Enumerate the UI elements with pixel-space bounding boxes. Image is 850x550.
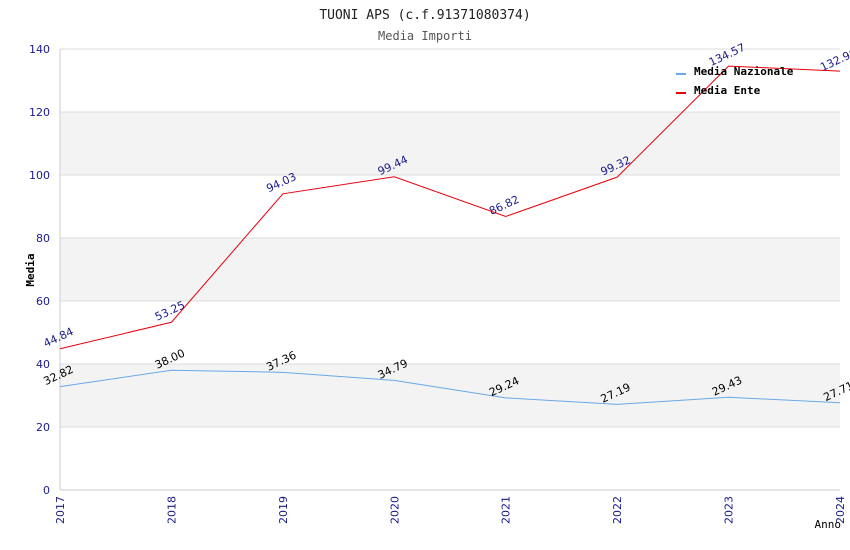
series-lines — [59, 65, 841, 405]
y-tick-label: 20 — [36, 421, 50, 434]
y-tick-label: 40 — [36, 358, 50, 371]
grid-band — [60, 364, 840, 427]
x-tick-label: 2019 — [277, 496, 290, 524]
x-tick-label: 2021 — [500, 496, 513, 524]
axes — [59, 49, 840, 491]
x-tick-label: 2020 — [388, 496, 401, 524]
grid-band — [60, 112, 840, 175]
x-tick-label: 2022 — [611, 496, 624, 524]
legend: Media Nazionale Media Ente — [676, 65, 794, 97]
x-tick-label: 2018 — [165, 496, 178, 524]
series-line-media-nazionale — [59, 369, 841, 405]
y-tick-label: 140 — [29, 43, 50, 56]
y-tick-labels: 0 20 40 60 80 100 120 140 — [29, 43, 50, 497]
legend-label-media-nazionale: Media Nazionale — [694, 65, 794, 78]
grid-band — [60, 301, 840, 364]
y-tick-label: 120 — [29, 106, 50, 119]
x-tick-labels: 2017 2018 2019 2020 2021 2022 2023 2024 — [54, 496, 847, 524]
y-tick-label: 80 — [36, 232, 50, 245]
x-tick-label: 2024 — [834, 496, 847, 524]
y-tick-label: 100 — [29, 169, 50, 182]
chart-subtitle: Media Importi — [378, 29, 472, 43]
grid-band — [60, 238, 840, 301]
grid-band — [60, 427, 840, 490]
y-tick-label: 0 — [43, 484, 50, 497]
legend-label-media-ente: Media Ente — [694, 84, 761, 97]
x-tick-label: 2017 — [54, 496, 67, 524]
grid-band — [60, 49, 840, 112]
y-axis-label: Media — [24, 253, 37, 286]
grid-bands — [60, 48, 840, 491]
x-axis-label: Anno — [815, 518, 842, 531]
chart-title: TUONI APS (c.f.91371080374) — [319, 8, 530, 23]
series-line-media-ente — [59, 65, 841, 350]
x-tick-label: 2023 — [723, 496, 736, 524]
y-tick-label: 60 — [36, 295, 50, 308]
grid-band — [60, 175, 840, 238]
